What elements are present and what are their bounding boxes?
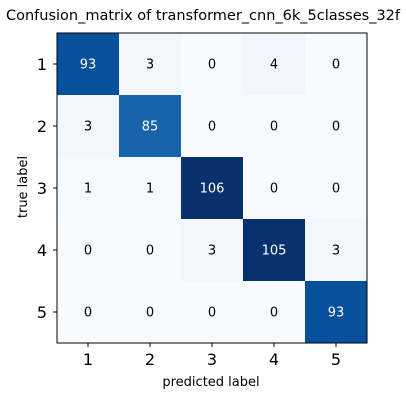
- x-tick-label: 4: [269, 350, 279, 369]
- cell-value-label: 0: [332, 120, 340, 135]
- cell-value-label: 4: [270, 58, 278, 73]
- cell-value-label: 0: [332, 58, 340, 73]
- cell-value-label: 3: [84, 120, 92, 135]
- cell-value-label: 1: [84, 182, 92, 197]
- cell-value-label: 0: [270, 306, 278, 321]
- cell-value-label: 0: [270, 182, 278, 197]
- x-axis-label: predicted label: [162, 375, 259, 390]
- cell-value-label: 0: [208, 58, 216, 73]
- y-tick-label: 4: [37, 241, 47, 260]
- cell-value-label: 1: [146, 182, 154, 197]
- cell-value-label: 3: [208, 244, 216, 259]
- cell-value-label: 0: [270, 120, 278, 135]
- y-tick-label: 1: [37, 55, 47, 74]
- x-tick-label: 5: [331, 350, 341, 369]
- cell-value-label: 3: [332, 244, 340, 259]
- cell-value-label: 0: [208, 120, 216, 135]
- cell-value-label: 0: [332, 182, 340, 197]
- y-axis-ticks: 1 2 3 4 5: [37, 55, 57, 322]
- x-tick-label: 1: [83, 350, 93, 369]
- x-tick-label: 2: [145, 350, 155, 369]
- cell-value-label: 93: [80, 58, 97, 73]
- y-tick-label: 2: [37, 117, 47, 136]
- chart-title: Confusion_matrix of transformer_cnn_6k_5…: [6, 8, 401, 24]
- cell-value-label: 105: [262, 244, 287, 259]
- cell-value-label: 0: [146, 244, 154, 259]
- heatmap-cells: 93 3 0 4 0 3 85 0 0 0 1 1 106 0 0 0 0 3 105 3 0 0 0 0 93: [57, 33, 367, 343]
- x-tick-label: 3: [207, 350, 217, 369]
- y-tick-label: 5: [37, 303, 47, 322]
- cell-value-label: 0: [208, 306, 216, 321]
- cell-value-label: 0: [146, 306, 154, 321]
- cell-value-label: 3: [146, 58, 154, 73]
- x-axis-ticks: 1 2 3 4 5: [83, 343, 341, 369]
- cell-value-label: 85: [142, 120, 159, 135]
- y-tick-label: 3: [37, 179, 47, 198]
- cell-value-label: 106: [200, 182, 225, 197]
- y-axis-label: true label: [16, 156, 31, 218]
- cell-value-label: 0: [84, 306, 92, 321]
- cell-value-label: 0: [84, 244, 92, 259]
- cell-value-label: 93: [328, 306, 345, 321]
